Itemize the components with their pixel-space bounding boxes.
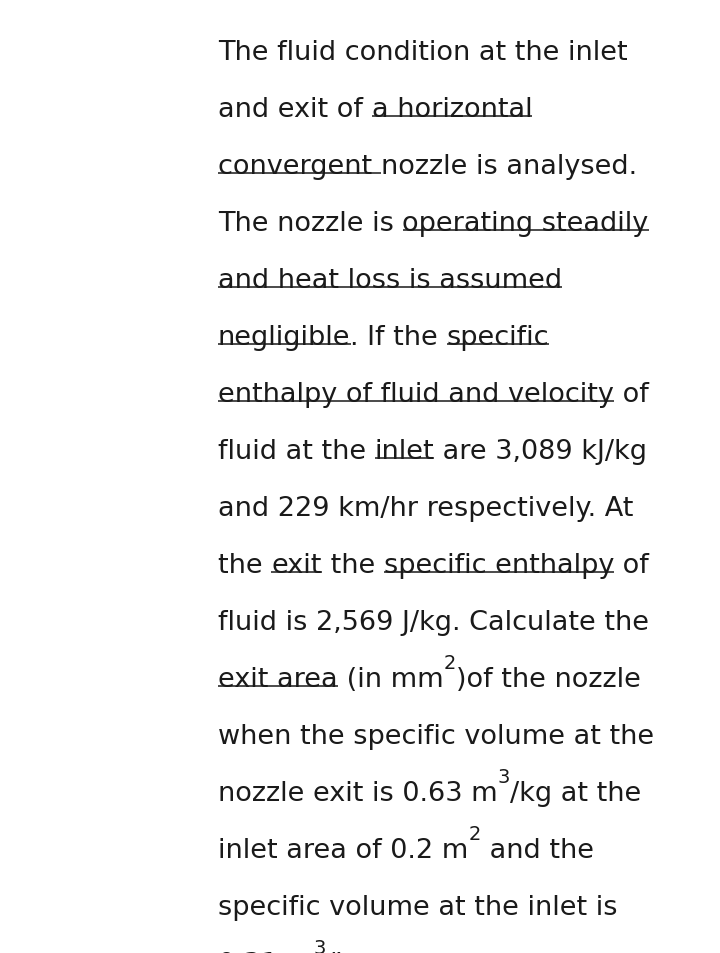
Text: and the: and the bbox=[481, 837, 593, 863]
Text: exit: exit bbox=[271, 553, 322, 578]
Text: convergent: convergent bbox=[218, 153, 381, 180]
Text: fluid is 2,569 J/kg. Calculate the: fluid is 2,569 J/kg. Calculate the bbox=[218, 609, 649, 636]
Text: exit area: exit area bbox=[218, 666, 338, 692]
Text: a horizontal: a horizontal bbox=[372, 97, 532, 123]
Text: nozzle is analysed.: nozzle is analysed. bbox=[381, 153, 637, 180]
Text: when the specific volume at the: when the specific volume at the bbox=[218, 723, 654, 749]
Text: 0.31 m: 0.31 m bbox=[218, 951, 313, 953]
Text: of: of bbox=[614, 553, 649, 578]
Text: and exit of: and exit of bbox=[218, 97, 372, 123]
Text: of: of bbox=[614, 381, 649, 408]
Text: 3: 3 bbox=[313, 939, 325, 953]
Text: operating steadily: operating steadily bbox=[402, 211, 649, 236]
Text: are 3,089 kJ/kg: are 3,089 kJ/kg bbox=[434, 438, 647, 464]
Text: 2: 2 bbox=[444, 654, 456, 673]
Text: (in mm: (in mm bbox=[338, 666, 444, 692]
Text: specific: specific bbox=[447, 325, 549, 351]
Text: the: the bbox=[322, 553, 384, 578]
Text: specific volume at the inlet is: specific volume at the inlet is bbox=[218, 894, 618, 920]
Text: The nozzle is: The nozzle is bbox=[218, 211, 402, 236]
Text: inlet area of 0.2 m: inlet area of 0.2 m bbox=[218, 837, 468, 863]
Text: The fluid condition at the inlet: The fluid condition at the inlet bbox=[218, 40, 628, 66]
Text: /kg.: /kg. bbox=[325, 951, 377, 953]
Text: 3: 3 bbox=[498, 767, 510, 786]
Text: and 229 km/hr respectively. At: and 229 km/hr respectively. At bbox=[218, 496, 634, 521]
Text: )of the nozzle: )of the nozzle bbox=[456, 666, 641, 692]
Text: enthalpy of fluid and velocity: enthalpy of fluid and velocity bbox=[218, 381, 614, 408]
Text: the: the bbox=[218, 553, 271, 578]
Text: and heat loss is assumed: and heat loss is assumed bbox=[218, 268, 562, 294]
Text: . If the: . If the bbox=[351, 325, 447, 351]
Text: /kg at the: /kg at the bbox=[510, 781, 642, 806]
Text: fluid at the: fluid at the bbox=[218, 438, 374, 464]
Text: specific enthalpy: specific enthalpy bbox=[384, 553, 614, 578]
Text: negligible: negligible bbox=[218, 325, 351, 351]
Text: nozzle exit is 0.63 m: nozzle exit is 0.63 m bbox=[218, 781, 498, 806]
Text: inlet: inlet bbox=[374, 438, 434, 464]
Text: 2: 2 bbox=[468, 824, 481, 843]
